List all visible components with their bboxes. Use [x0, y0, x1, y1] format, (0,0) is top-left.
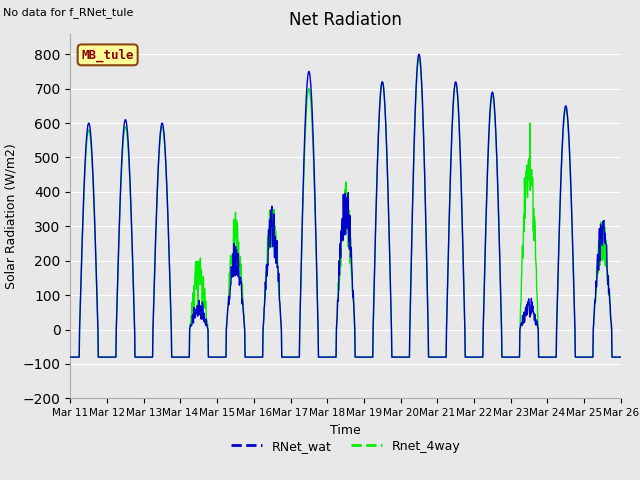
Rnet_4way — [503, 354, 511, 360]
Text: MB_tule: MB_tule — [81, 48, 134, 61]
Rnet_4way — [67, 354, 74, 360]
Line: Rnet_4way: Rnet_4way — [70, 58, 620, 357]
Title: Net Radiation: Net Radiation — [289, 11, 402, 29]
Rnet_4way — [175, 354, 183, 360]
Text: No data for f_RNet_tule: No data for f_RNet_tule — [3, 7, 134, 18]
RNet_wat — [431, 354, 439, 360]
Line: RNet_wat: RNet_wat — [70, 54, 620, 357]
Rnet_4way — [616, 354, 624, 360]
RNet_wat — [175, 354, 183, 360]
Rnet_4way — [552, 354, 559, 360]
Rnet_4way — [250, 354, 258, 360]
Y-axis label: Solar Radiation (W/m2): Solar Radiation (W/m2) — [4, 143, 17, 289]
Legend: RNet_wat, Rnet_4way: RNet_wat, Rnet_4way — [226, 435, 465, 458]
X-axis label: Time: Time — [330, 424, 361, 437]
RNet_wat — [503, 354, 511, 360]
RNet_wat — [616, 354, 624, 360]
Rnet_4way — [431, 354, 439, 360]
Rnet_4way — [189, 312, 196, 318]
RNet_wat — [552, 354, 559, 360]
RNet_wat — [415, 51, 423, 57]
Rnet_4way — [415, 55, 423, 60]
RNet_wat — [67, 354, 74, 360]
RNet_wat — [250, 354, 258, 360]
RNet_wat — [189, 314, 196, 320]
